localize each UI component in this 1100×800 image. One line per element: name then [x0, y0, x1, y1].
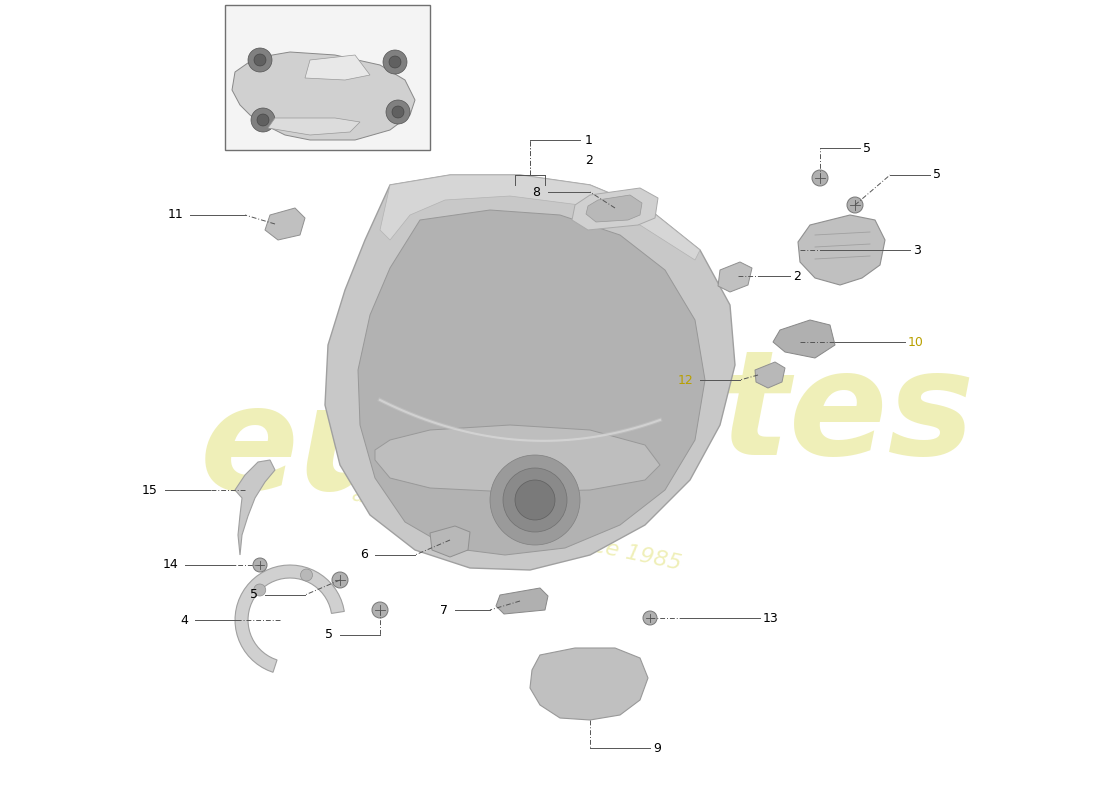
Text: 10: 10 — [908, 335, 924, 349]
Circle shape — [383, 50, 407, 74]
Circle shape — [490, 455, 580, 545]
Circle shape — [253, 558, 267, 572]
Polygon shape — [718, 262, 752, 292]
Polygon shape — [773, 320, 835, 358]
Polygon shape — [265, 208, 305, 240]
Polygon shape — [496, 588, 548, 614]
Circle shape — [300, 569, 312, 581]
Polygon shape — [430, 526, 470, 557]
Polygon shape — [358, 210, 705, 555]
Polygon shape — [572, 188, 658, 230]
Circle shape — [515, 480, 556, 520]
Circle shape — [812, 170, 828, 186]
Circle shape — [386, 100, 410, 124]
Text: 9: 9 — [653, 742, 661, 754]
Text: 6: 6 — [360, 549, 368, 562]
Text: 5: 5 — [864, 142, 871, 154]
Text: 5: 5 — [933, 169, 940, 182]
Polygon shape — [235, 565, 344, 672]
Text: 7: 7 — [440, 603, 448, 617]
Polygon shape — [305, 55, 370, 80]
Text: a passion for parts since 1985: a passion for parts since 1985 — [350, 485, 683, 574]
Circle shape — [251, 108, 275, 132]
Text: 2: 2 — [585, 154, 593, 166]
Circle shape — [389, 56, 402, 68]
Circle shape — [503, 468, 566, 532]
Text: 5: 5 — [250, 589, 258, 602]
Text: 15: 15 — [142, 483, 158, 497]
Bar — [226, 5, 430, 150]
Text: europ: europ — [200, 379, 680, 520]
Circle shape — [254, 584, 266, 596]
Circle shape — [847, 197, 864, 213]
Text: 4: 4 — [180, 614, 188, 626]
Circle shape — [254, 54, 266, 66]
Text: 1: 1 — [585, 134, 593, 146]
Polygon shape — [232, 52, 415, 140]
Polygon shape — [375, 425, 660, 492]
Polygon shape — [268, 118, 360, 135]
Text: 5: 5 — [324, 629, 333, 642]
Text: 12: 12 — [678, 374, 693, 386]
Text: 2: 2 — [793, 270, 801, 282]
Text: 11: 11 — [167, 209, 183, 222]
Text: tes: tes — [720, 344, 976, 485]
Polygon shape — [235, 460, 275, 555]
Circle shape — [392, 106, 404, 118]
Circle shape — [257, 114, 270, 126]
Polygon shape — [379, 175, 700, 260]
Circle shape — [332, 572, 348, 588]
Text: 3: 3 — [913, 243, 921, 257]
Polygon shape — [586, 195, 642, 222]
Text: 14: 14 — [163, 558, 178, 571]
Text: 8: 8 — [532, 186, 540, 198]
Circle shape — [644, 611, 657, 625]
Circle shape — [248, 48, 272, 72]
Text: 13: 13 — [763, 611, 779, 625]
Polygon shape — [324, 175, 735, 570]
Circle shape — [372, 602, 388, 618]
Polygon shape — [755, 362, 785, 388]
Polygon shape — [530, 648, 648, 720]
Polygon shape — [798, 215, 886, 285]
